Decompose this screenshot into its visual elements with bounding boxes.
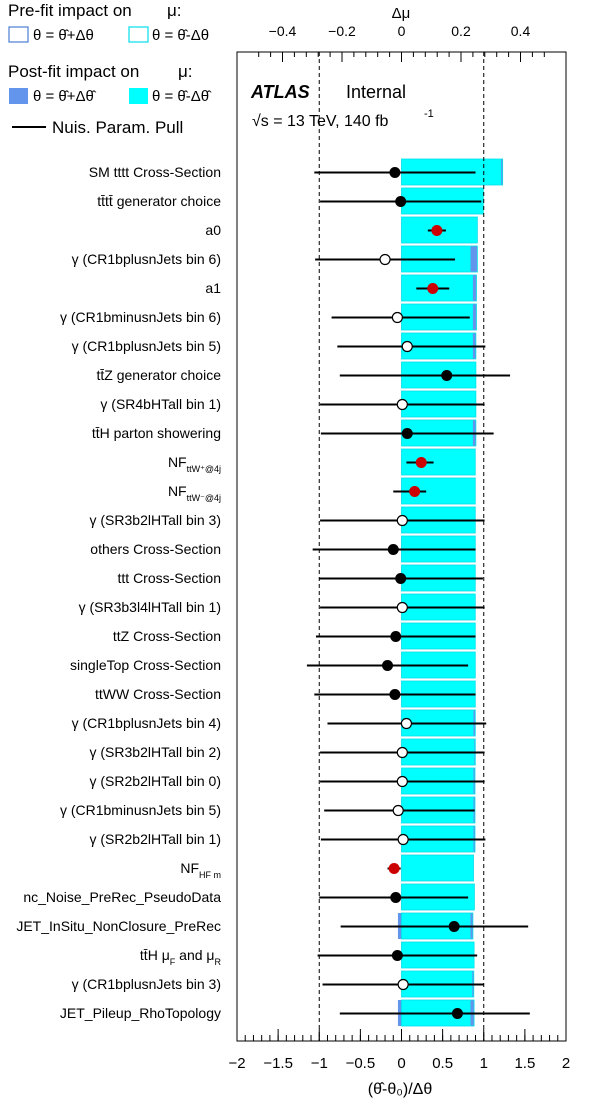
impact-bar-minus xyxy=(402,855,474,881)
pull-marker xyxy=(452,1008,463,1019)
postfit-minus-swatch xyxy=(129,88,148,104)
postfit-minus-label: θ = θ̂-Δθ̂ xyxy=(152,88,212,105)
lumi-exponent: -1 xyxy=(424,108,434,120)
top-axis: −0.4 −0.2 0 0.2 0.4 xyxy=(259,23,545,62)
parameter-label: singleTop Cross-Section xyxy=(70,657,221,673)
pull-marker xyxy=(402,342,412,352)
prefit-plus-label: θ = θ̂+Δθ xyxy=(33,27,94,44)
parameter-label: tt̄Z generator choice xyxy=(96,367,221,383)
pull-marker xyxy=(397,400,407,410)
parameter-label: a1 xyxy=(205,280,221,296)
top-tick-label: 0 xyxy=(398,23,406,39)
atlas-status: Internal xyxy=(346,82,406,102)
prefit-minus-label: θ = θ̂-Δθ xyxy=(152,27,209,44)
parameter-label: γ (CR1bplusnJets bin 4) xyxy=(72,715,221,731)
norm-factor-marker xyxy=(389,863,400,874)
pull-marker xyxy=(397,603,407,613)
bottom-axis-title: (θ̂-θ₀)/Δθ xyxy=(368,1081,433,1098)
bottom-tick-label: 0.5 xyxy=(432,1055,453,1072)
parameter-label: ttt Cross-Section xyxy=(118,570,221,586)
top-axis-title: Δμ xyxy=(392,5,411,22)
pull-marker xyxy=(389,167,400,178)
parameter-label: SM tttt Cross-Section xyxy=(89,164,221,180)
parameter-label: others Cross-Section xyxy=(90,541,221,557)
pull-marker xyxy=(441,370,452,381)
postfit-plus-label: θ = θ̂+Δθ̂ xyxy=(33,88,97,105)
pull-marker xyxy=(388,544,399,555)
impact-bars xyxy=(398,159,503,1026)
parameter-label: nc_Noise_PreRec_PseudoData xyxy=(23,889,221,905)
pull-marker xyxy=(395,196,406,207)
pull-marker xyxy=(392,313,402,323)
parameter-label: γ (SR2b2lHTall bin 0) xyxy=(90,773,222,789)
top-tick-label: 0.2 xyxy=(451,23,471,39)
bottom-tick-label: 1 xyxy=(480,1055,488,1072)
bottom-tick-label: 0 xyxy=(397,1055,405,1072)
parameter-label: JET_Pileup_RhoTopology xyxy=(60,1005,221,1021)
pull-marker xyxy=(380,255,390,265)
norm-factor-marker xyxy=(431,225,442,236)
bottom-tick-label: −0.5 xyxy=(346,1055,376,1072)
parameter-labels: SM tttt Cross-Section tt̄tt̄ generator ch… xyxy=(16,164,221,1021)
postfit-legend-mu: μ: xyxy=(178,62,193,81)
parameter-label: NFHF m xyxy=(180,860,221,880)
pull-marker xyxy=(397,748,407,758)
parameter-label: γ (SR3b2lHTall bin 3) xyxy=(90,512,222,528)
parameter-label: γ (SR3b3l4lHTall bin 1) xyxy=(79,599,221,615)
pull-marker xyxy=(402,428,413,439)
bottom-tick-label: −2 xyxy=(228,1055,245,1072)
norm-factor-marker xyxy=(416,457,427,468)
parameter-label: γ (SR4bHTall bin 1) xyxy=(100,396,221,412)
prefit-legend-mu: μ: xyxy=(167,1,182,20)
pull-marker xyxy=(382,660,393,671)
parameter-label: NFttW⁻@4j xyxy=(168,483,221,503)
parameter-label: γ (SR2b2lHTall bin 1) xyxy=(90,831,222,847)
pull-marker xyxy=(390,631,401,642)
parameter-label: JET_InSitu_NonClosure_PreRec xyxy=(16,918,221,934)
energy-lumi: √s = 13 TeV, 140 fb xyxy=(252,113,389,130)
postfit-plus-swatch xyxy=(9,88,28,104)
atlas-brand: ATLAS xyxy=(250,82,310,102)
pull-marker xyxy=(397,516,407,526)
pull-marker xyxy=(390,892,401,903)
pull-marker xyxy=(398,980,408,990)
pull-marker xyxy=(395,573,406,584)
pull-marker xyxy=(401,719,411,729)
top-tick-label: −0.4 xyxy=(269,23,297,39)
parameter-label: γ (CR1bplusnJets bin 3) xyxy=(72,976,221,992)
postfit-legend-title: Post-fit impact on xyxy=(8,62,139,81)
pull-marker xyxy=(397,777,407,787)
prefit-legend-title: Pre-fit impact on xyxy=(8,1,132,20)
prefit-minus-swatch xyxy=(129,27,148,42)
parameter-label: tt̄tt̄ generator choice xyxy=(97,193,221,209)
pull-marker xyxy=(389,689,400,700)
parameter-label: ttZ Cross-Section xyxy=(113,628,221,644)
parameter-label: a0 xyxy=(205,222,221,238)
pull-marker xyxy=(392,950,403,961)
parameter-label: γ (CR1bminusnJets bin 6) xyxy=(60,309,221,325)
bottom-axis: −2 −1.5 −1 −0.5 0 0.5 1 1.5 2 xyxy=(228,1029,570,1072)
parameter-label: NFttW⁺@4j xyxy=(168,454,221,474)
parameter-label: γ (CR1bminusnJets bin 5) xyxy=(60,802,221,818)
parameter-label: γ (CR1bplusnJets bin 5) xyxy=(72,338,221,354)
bottom-tick-label: 2 xyxy=(562,1055,570,1072)
top-tick-label: −0.2 xyxy=(328,23,356,39)
pull-marker xyxy=(393,806,403,816)
norm-factor-marker xyxy=(409,486,420,497)
pull-legend-label: Nuis. Param. Pull xyxy=(52,118,183,137)
bottom-tick-label: −1.5 xyxy=(263,1055,293,1072)
bottom-tick-label: 1.5 xyxy=(514,1055,535,1072)
parameter-label: γ (SR3b2lHTall bin 2) xyxy=(90,744,222,760)
parameter-label: tt̄H parton showering xyxy=(92,425,221,441)
pull-marker xyxy=(449,921,460,932)
bottom-tick-label: −1 xyxy=(311,1055,328,1072)
parameter-label: ttWW Cross-Section xyxy=(95,686,221,702)
parameter-label: tt̄H μF and μR xyxy=(140,947,222,967)
prefit-plus-swatch xyxy=(9,27,28,42)
norm-factor-marker xyxy=(427,283,438,294)
top-tick-label: 0.4 xyxy=(511,23,531,39)
parameter-label: γ (CR1bplusnJets bin 6) xyxy=(72,251,221,267)
pull-marker xyxy=(398,835,408,845)
